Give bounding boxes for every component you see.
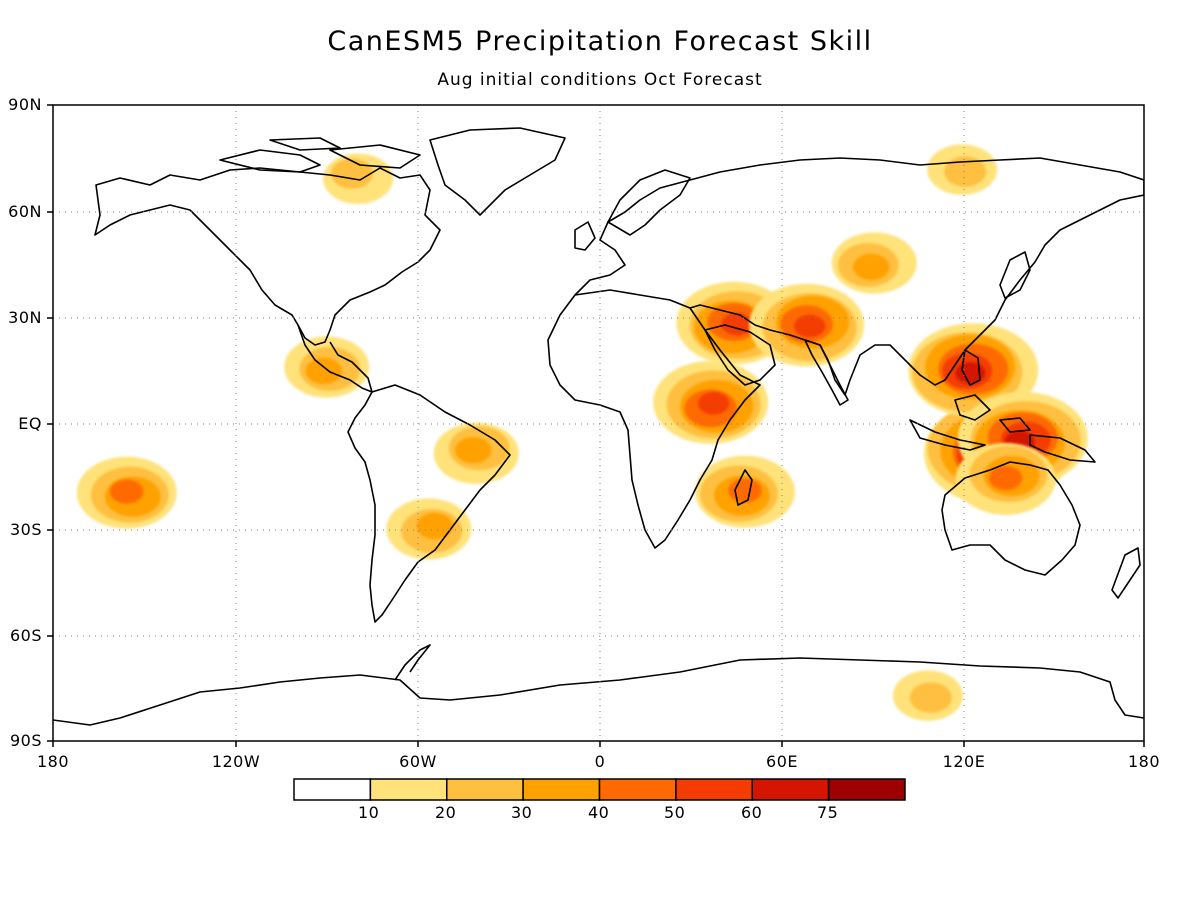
- skill-patch: [988, 466, 1023, 490]
- coastline-central-america: [297, 324, 373, 393]
- colorbar-label-60: 60: [741, 803, 763, 822]
- lat-label-90n: 90N: [8, 95, 42, 114]
- skill-patch: [455, 437, 492, 464]
- colorbar-swatch: [751, 778, 830, 801]
- coastline-south-america: [347, 384, 511, 623]
- grid-lines: [53, 105, 1144, 741]
- coastline-new-zealand: [1111, 547, 1141, 599]
- skill-patch: [728, 478, 762, 503]
- map-frame: [52, 104, 1145, 742]
- coastlines: [53, 127, 1144, 726]
- lon-label-0: 0: [594, 752, 606, 771]
- lat-label-60n: 60N: [8, 202, 42, 221]
- skill-patch: [331, 158, 374, 189]
- coastline-antarctic-peninsula: [394, 644, 431, 681]
- lat-label-90s: 90S: [9, 731, 42, 750]
- lon-label-180e: 180: [1127, 752, 1161, 771]
- colorbar-swatch: [446, 778, 524, 801]
- coastline-southeast-asia: [909, 349, 1031, 451]
- colorbar-swatch: [522, 778, 601, 801]
- lon-label-120w: 120W: [211, 752, 261, 771]
- coastline-arctic-islands: [219, 137, 421, 173]
- coastline-australia: [941, 461, 1081, 576]
- colorbar-label-30: 30: [511, 803, 533, 822]
- colorbar: [293, 778, 906, 801]
- skill-patch: [416, 512, 454, 540]
- colorbar-swatch: [827, 778, 906, 801]
- coastline-japan: [999, 251, 1031, 299]
- skill-patch: [697, 392, 730, 415]
- coastline-madagascar: [734, 469, 753, 506]
- lat-label-60s: 60S: [9, 626, 42, 645]
- colorbar-swatch: [675, 778, 753, 801]
- skill-patch: [955, 362, 986, 384]
- colorbar-label-50: 50: [664, 803, 686, 822]
- coastline-india: [804, 339, 849, 406]
- coastline-uk: [574, 221, 596, 251]
- axis-ticks: [47, 104, 1145, 747]
- skill-patch: [909, 682, 952, 713]
- lon-label-180w: 180: [36, 752, 70, 771]
- skill-patch: [305, 357, 342, 385]
- colorbar-swatch: [369, 778, 448, 801]
- lat-label-eq: EQ: [18, 414, 42, 433]
- coastline-new-guinea: [1029, 434, 1096, 463]
- colorbar-label-75: 75: [817, 803, 839, 822]
- lat-label-30n: 30N: [8, 308, 42, 327]
- lon-label-120e: 120E: [942, 752, 986, 771]
- skill-patch: [944, 156, 987, 187]
- skill-patch: [793, 314, 826, 338]
- coastline-arabia: [704, 324, 776, 386]
- colorbar-label-20: 20: [435, 803, 457, 822]
- colorbar-swatch: [598, 778, 677, 801]
- coastline-antarctica: [53, 657, 1144, 726]
- coastline-greenland: [429, 127, 566, 216]
- map-subtitle: Aug initial conditions Oct Forecast: [437, 70, 763, 90]
- colorbar-label-40: 40: [588, 803, 610, 822]
- colorbar-label-10: 10: [358, 803, 380, 822]
- map-title: CanESM5 Precipitation Forecast Skill: [327, 26, 873, 57]
- skill-patch: [853, 253, 890, 281]
- lon-label-60w: 60W: [399, 752, 437, 771]
- skill-patch: [110, 479, 144, 504]
- coastline-scandinavia: [607, 169, 691, 236]
- lat-label-30s: 30S: [9, 520, 42, 539]
- lon-label-60e: 60E: [766, 752, 798, 771]
- colorbar-swatch: [293, 778, 372, 801]
